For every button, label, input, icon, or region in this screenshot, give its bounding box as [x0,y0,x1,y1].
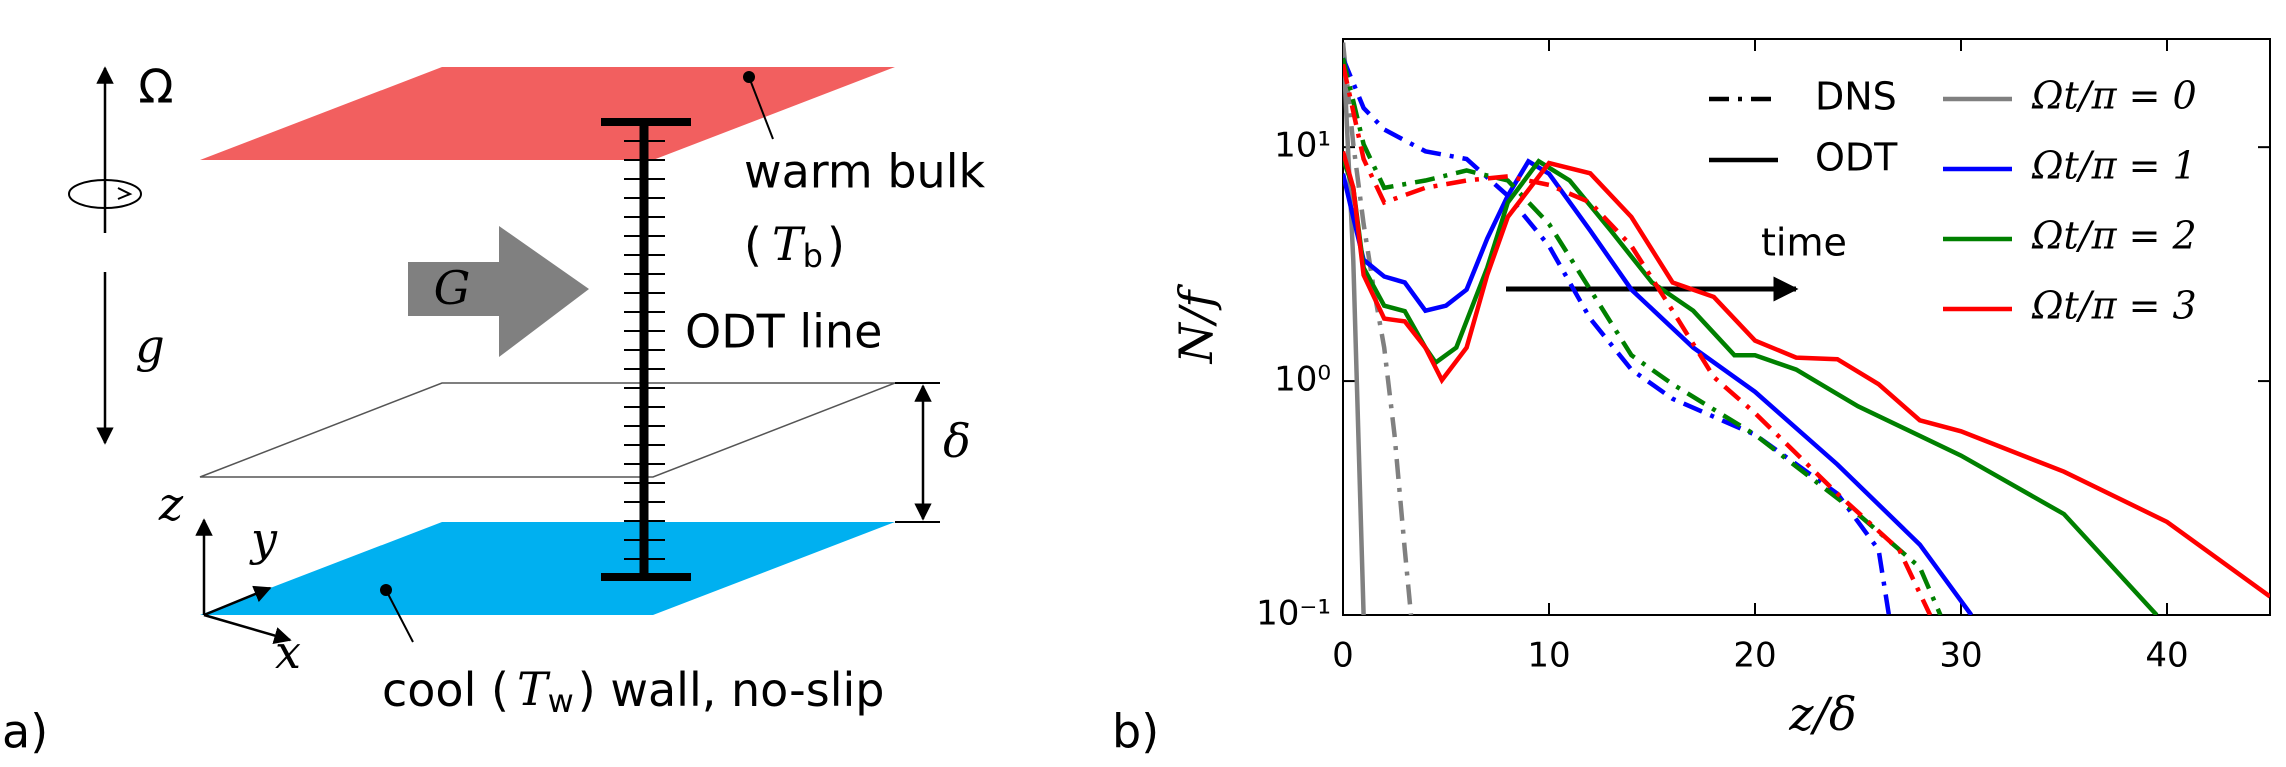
series-line [1343,57,1943,615]
odt-label: ODT line [685,305,882,359]
x-tick-label: 10 [1527,636,1570,676]
y-axis [203,585,272,617]
gravity-label: g [135,319,164,373]
symbol: T [772,217,806,271]
subscript: w [548,682,574,720]
panel-label: b) [1112,705,1159,759]
warm-plane [200,67,895,160]
plot-area [1343,42,2270,615]
plot-frame [1342,38,2271,616]
z-label: z [158,477,184,531]
x-tick-label: 30 [1939,636,1982,676]
x-tick-label: 40 [2145,636,2188,676]
legend-label: Ωt/π = 3 [2031,284,2197,328]
paren: ( [744,218,762,272]
annotation: time [1761,221,1847,265]
legend-label: Ωt/π = 2 [2031,214,2197,258]
omega-label: Ω [138,60,173,114]
y-axis-title: N/f [1169,284,1223,365]
series-line [1343,150,2270,599]
warm-temp: (Tb) [744,217,845,275]
warm-label: warm bulk [744,145,985,199]
legend-label: Ωt/π = 1 [2031,144,2197,188]
paren: ) [827,218,845,272]
legend-label: DNS [1815,75,1897,119]
cool-leader [385,589,414,643]
x-tick-label: 20 [1733,636,1776,676]
delta-plane [199,382,896,478]
x-axis [203,613,292,645]
x-tick-label: 0 [1332,636,1354,676]
y-label: y [249,512,278,566]
symbol: T [517,662,551,716]
series-line [1343,158,2159,615]
odt-line [601,118,691,581]
series-line [1343,42,1414,615]
text: ) wall, no-slip [578,663,885,717]
subscript: b [803,237,823,275]
series-line [1343,57,1892,615]
cool-label: cool (Tw) wall, no-slip [382,662,884,720]
rotation-ellipse [68,179,142,209]
y-tick-label: 10⁻¹ [1256,594,1331,634]
text: cool ( [382,663,509,717]
forcing-arrow [408,226,589,357]
x-label: x [275,625,301,679]
y-tick-label: 10¹ [1274,126,1331,166]
rotation-head [117,187,133,200]
cool-plane [200,522,895,615]
diagram: G Ω g δ z y x warm bulk (Tb) ODT line co… [2,60,985,759]
legend-label: Ωt/π = 0 [2031,74,2197,118]
x-axis-title: z/δ [1788,687,1856,741]
y-tick-label: 10⁰ [1274,360,1331,400]
panel-label: a) [2,705,48,759]
delta-label: δ [943,414,971,468]
series-line [1343,158,1974,615]
forcing-label: G [434,261,471,315]
legend-label: ODT [1815,136,1898,180]
series-line [1343,42,1366,615]
warm-leader [748,76,774,140]
